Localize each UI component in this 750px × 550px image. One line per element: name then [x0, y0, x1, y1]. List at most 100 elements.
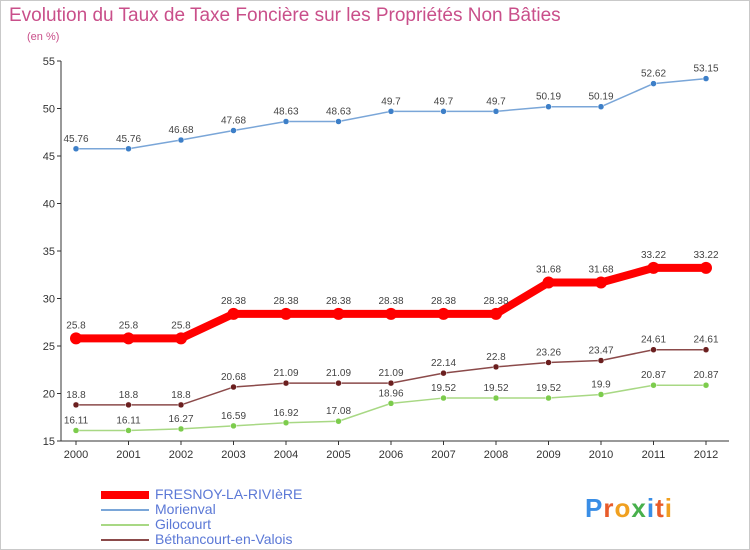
legend-item: FRESNOY-LA-RIVIèRE — [101, 487, 302, 502]
data-point — [650, 381, 657, 389]
data-label: 20.87 — [641, 370, 666, 381]
data-point — [385, 307, 397, 320]
data-label: 16.92 — [273, 408, 298, 419]
data-label: 28.38 — [431, 296, 456, 307]
data-label: 28.38 — [273, 296, 298, 307]
data-label: 33.22 — [641, 250, 666, 261]
chart-title: Evolution du Taux de Taxe Foncière sur l… — [9, 5, 561, 26]
legend-swatch — [101, 508, 149, 511]
data-point — [492, 108, 500, 115]
data-label: 48.63 — [326, 107, 351, 118]
data-point — [230, 422, 237, 430]
data-point — [702, 75, 710, 82]
logo-letter: P — [585, 493, 604, 523]
data-point — [125, 427, 132, 434]
x-tick-label: 2006 — [379, 449, 403, 461]
data-label: 47.68 — [221, 116, 246, 127]
data-label: 16.11 — [116, 415, 141, 426]
data-label: 20.87 — [693, 370, 718, 381]
data-label: 18.96 — [378, 388, 403, 399]
logo-letter: o — [614, 493, 632, 523]
x-tick-label: 2007 — [431, 449, 455, 461]
data-point — [72, 145, 80, 153]
data-label: 49.7 — [381, 96, 401, 107]
data-point — [545, 394, 552, 402]
data-label: 18.8 — [66, 390, 86, 401]
data-point — [545, 103, 552, 110]
data-label: 18.8 — [171, 390, 191, 401]
data-point — [72, 401, 80, 409]
data-point — [440, 108, 447, 115]
y-tick-label: 25 — [43, 341, 55, 353]
data-label: 24.61 — [641, 335, 666, 346]
data-label: 22.8 — [486, 352, 506, 363]
legend-item: Béthancourt-en-Valois — [101, 532, 302, 547]
x-tick-label: 2000 — [64, 449, 88, 461]
data-point — [125, 145, 132, 153]
x-tick-label: 2008 — [484, 449, 508, 461]
data-label: 45.76 — [63, 134, 88, 145]
y-tick-label: 45 — [43, 151, 55, 163]
data-point — [542, 276, 555, 289]
data-label: 28.38 — [221, 296, 246, 307]
x-tick-label: 2004 — [274, 449, 298, 461]
data-label: 49.7 — [434, 96, 454, 107]
data-point — [492, 363, 500, 371]
data-point — [387, 379, 395, 387]
data-label: 31.68 — [588, 265, 613, 276]
chart-subtitle: (en %) — [27, 31, 60, 43]
data-point — [702, 346, 710, 353]
y-tick-label: 50 — [43, 104, 55, 116]
data-point — [280, 307, 292, 320]
legend-label: FRESNOY-LA-RIVIèRE — [155, 486, 303, 502]
data-point — [492, 394, 500, 402]
legend-swatch — [101, 523, 149, 526]
data-point — [282, 379, 290, 387]
data-label: 46.68 — [168, 125, 193, 136]
data-point — [72, 427, 80, 434]
data-point — [650, 346, 657, 353]
x-tick-label: 2009 — [536, 449, 560, 461]
data-point — [230, 127, 237, 134]
x-tick-label: 2011 — [642, 449, 666, 461]
line-chart: 15 20 25 30 35 40 45 50 55 2000 2001 2002 2003 2004 20… — [43, 56, 729, 461]
x-tick-label: 2003 — [221, 449, 245, 461]
data-label: 16.11 — [64, 415, 89, 426]
y-tick-label: 30 — [43, 294, 55, 306]
data-label: 48.63 — [273, 107, 298, 118]
data-point — [702, 381, 710, 389]
legend-swatch — [101, 538, 149, 541]
logo-letter: r — [603, 493, 615, 523]
data-label: 19.9 — [591, 379, 611, 390]
data-label: 21.09 — [273, 368, 298, 379]
y-tick-label: 15 — [43, 436, 55, 448]
data-label: 21.09 — [378, 368, 403, 379]
logo-letter: i — [664, 493, 673, 523]
data-point — [700, 261, 712, 274]
legend-label: Béthancourt-en-Valois — [155, 531, 293, 547]
legend-swatch — [101, 490, 149, 499]
data-point — [597, 103, 605, 110]
data-point — [177, 136, 185, 144]
data-label: 31.68 — [536, 265, 561, 276]
data-point — [282, 118, 290, 125]
data-point — [230, 383, 237, 391]
data-label: 33.22 — [693, 250, 718, 261]
data-point — [335, 379, 342, 387]
data-label: 16.27 — [168, 414, 193, 425]
x-tick-label: 2001 — [116, 449, 140, 461]
data-point — [387, 400, 395, 407]
data-label: 23.26 — [536, 348, 561, 359]
data-label: 16.59 — [221, 411, 246, 422]
data-point — [282, 419, 290, 427]
x-tick-label: 2005 — [326, 449, 350, 461]
y-tick-label: 35 — [43, 246, 55, 258]
data-label: 19.52 — [536, 383, 561, 394]
data-label: 28.38 — [378, 296, 403, 307]
data-point — [545, 359, 552, 366]
legend-label: Gilocourt — [155, 516, 212, 532]
legend-label: Morienval — [155, 501, 216, 517]
data-point — [335, 118, 342, 125]
data-label: 25.8 — [119, 320, 139, 331]
data-point — [437, 307, 450, 320]
